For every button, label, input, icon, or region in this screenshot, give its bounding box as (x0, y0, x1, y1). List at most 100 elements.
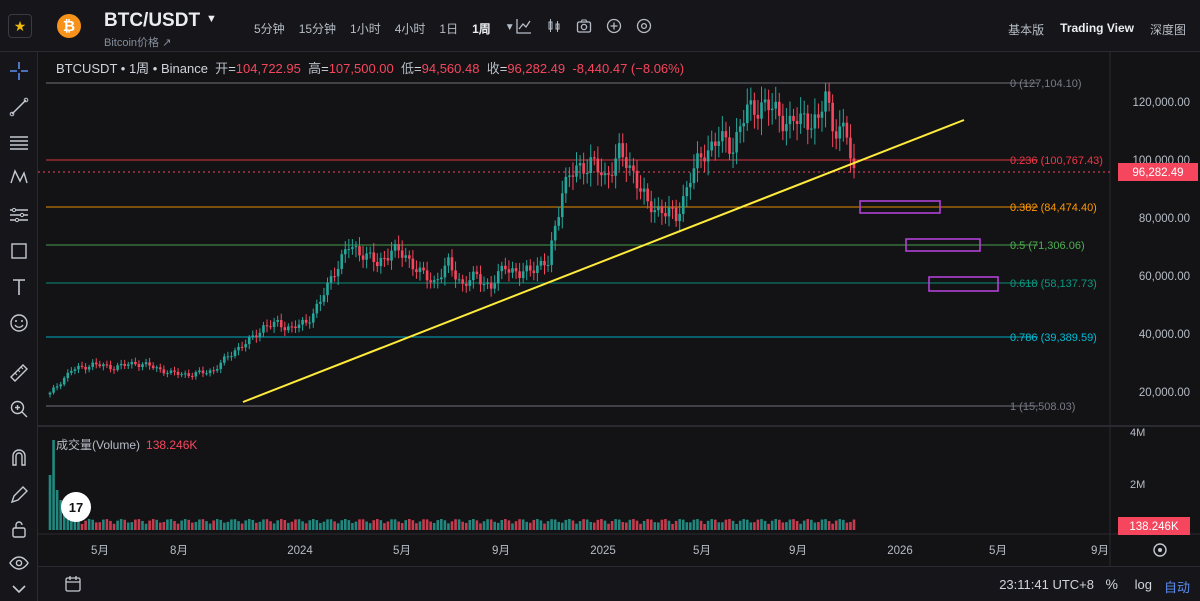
candle-body (240, 346, 244, 348)
price-axis-label: 20,000.00 (1139, 387, 1190, 399)
zoom-icon[interactable] (5, 396, 33, 422)
chart-area[interactable]: 0 (127,104.10) 0.236 (100,767.43) 0.382 (8… (38, 52, 1200, 566)
candle-body (379, 257, 383, 267)
candle-body (333, 276, 336, 278)
candle-body (301, 319, 304, 325)
percent-toggle[interactable]: % (1105, 576, 1118, 592)
candle-body (692, 168, 696, 184)
volume-bar (845, 522, 849, 530)
candle-body (134, 361, 137, 365)
volume-bar (191, 522, 194, 530)
candle-body (756, 114, 760, 119)
volume-bar (703, 523, 706, 530)
volume-value: 138.246K (146, 438, 198, 452)
tab-tradingview[interactable]: Trading View (1060, 21, 1134, 35)
volume-bar (479, 523, 482, 530)
volume-bar (77, 520, 80, 530)
candle-body (817, 114, 820, 118)
ruler-icon[interactable] (5, 360, 33, 386)
crosshair-icon[interactable] (5, 58, 33, 84)
trendline-icon[interactable] (5, 94, 33, 120)
tab-depth[interactable]: 深度图 (1149, 23, 1186, 37)
volume-bar (84, 520, 87, 530)
volume-bar (767, 523, 770, 530)
eye-icon[interactable] (5, 550, 33, 576)
interval-1h[interactable]: 1小时 (350, 22, 381, 36)
top-bar: ★ ₿ BTC/USDT ▼ Bitcoin价格 ↗ 5分钟 15分钟 1小时 … (0, 0, 1200, 52)
volume-bar (678, 519, 681, 530)
fib-icon[interactable] (5, 130, 33, 156)
interval-15m[interactable]: 15分钟 (298, 22, 337, 36)
candle-body (721, 131, 724, 142)
favorite-star-button[interactable]: ★ (8, 14, 32, 38)
volume-bar (468, 520, 472, 530)
pattern-icon[interactable] (5, 164, 33, 190)
tab-basic[interactable]: 基本版 (1008, 23, 1045, 37)
log-toggle[interactable]: log (1134, 577, 1152, 592)
volume-bar (489, 519, 493, 530)
calendar-range-icon[interactable] (64, 575, 82, 593)
interval-5m[interactable]: 5分钟 (254, 22, 285, 36)
candle-body (496, 271, 500, 284)
interval-1d[interactable]: 1日 (439, 22, 459, 36)
chevron-down-icon[interactable] (5, 576, 33, 601)
volume-bar (126, 522, 130, 530)
volume-bar (600, 519, 603, 530)
candles-icon[interactable] (546, 18, 562, 34)
volume-bar (699, 520, 703, 530)
volume-bar (258, 521, 262, 530)
settings-circle-icon[interactable] (636, 18, 652, 34)
candle-body (308, 322, 311, 324)
volume-bar (262, 519, 265, 530)
axis-settings-icon (1153, 543, 1167, 557)
candle-body (144, 362, 148, 365)
candle-body (468, 280, 472, 286)
caret-down-icon[interactable]: ▼ (206, 13, 217, 25)
interval-4h[interactable]: 4小时 (394, 22, 426, 36)
emoji-icon[interactable] (5, 310, 33, 336)
price-chart-canvas[interactable]: 0 (127,104.10) 0.236 (100,767.43) 0.382 (8… (38, 52, 1200, 566)
plus-circle-icon[interactable] (606, 18, 622, 34)
volume-bar (447, 523, 450, 530)
pair-subtitle[interactable]: Bitcoin价格 ↗ (104, 37, 172, 49)
volume-bar (80, 523, 84, 530)
pair-title[interactable]: BTC/USDT (104, 10, 201, 31)
candle-body (731, 152, 735, 154)
candle-body (593, 157, 596, 159)
candle-body (304, 319, 308, 323)
candle-body (706, 150, 710, 162)
volume-badge-label: 138.246K (1129, 521, 1179, 533)
candle-body (486, 282, 489, 285)
auto-scale-toggle[interactable]: 自动 (1163, 580, 1190, 595)
price-axis-label: 120,000.00 (1132, 97, 1190, 109)
volume-bar (244, 520, 247, 530)
volume-bar (813, 522, 817, 530)
interval-selector: 5分钟 15分钟 1小时 4小时 1日 1周 ▼ (254, 20, 529, 37)
legend-close: 96,282.49 (507, 61, 566, 76)
text-icon[interactable] (5, 274, 33, 300)
volume-bar (852, 519, 856, 530)
line-chart-icon[interactable] (516, 18, 532, 34)
interval-1w[interactable]: 1周 (472, 22, 491, 36)
measure-lines-icon[interactable] (5, 202, 33, 228)
interval-more-caret-icon[interactable]: ▼ (504, 22, 515, 33)
volume-bar (756, 519, 760, 530)
rectangle-icon[interactable] (5, 238, 33, 264)
camera-icon[interactable] (576, 18, 592, 34)
candle-body (368, 252, 372, 254)
clock[interactable]: 23:11:41 UTC+8 (999, 577, 1094, 592)
candle-body (849, 137, 852, 159)
volume-bar (436, 520, 440, 530)
volume-bar (180, 520, 183, 530)
volume-bar (404, 520, 408, 530)
volume-bar (155, 519, 159, 530)
lock-icon[interactable] (5, 516, 33, 542)
magnet-icon[interactable] (5, 444, 33, 470)
candle-body (536, 265, 539, 273)
volume-bar (333, 521, 336, 530)
candle-body (130, 361, 134, 365)
candle-body (838, 126, 842, 139)
candle-body (528, 265, 532, 271)
candle-body (777, 101, 781, 116)
pencil-lock-icon[interactable] (5, 482, 33, 508)
